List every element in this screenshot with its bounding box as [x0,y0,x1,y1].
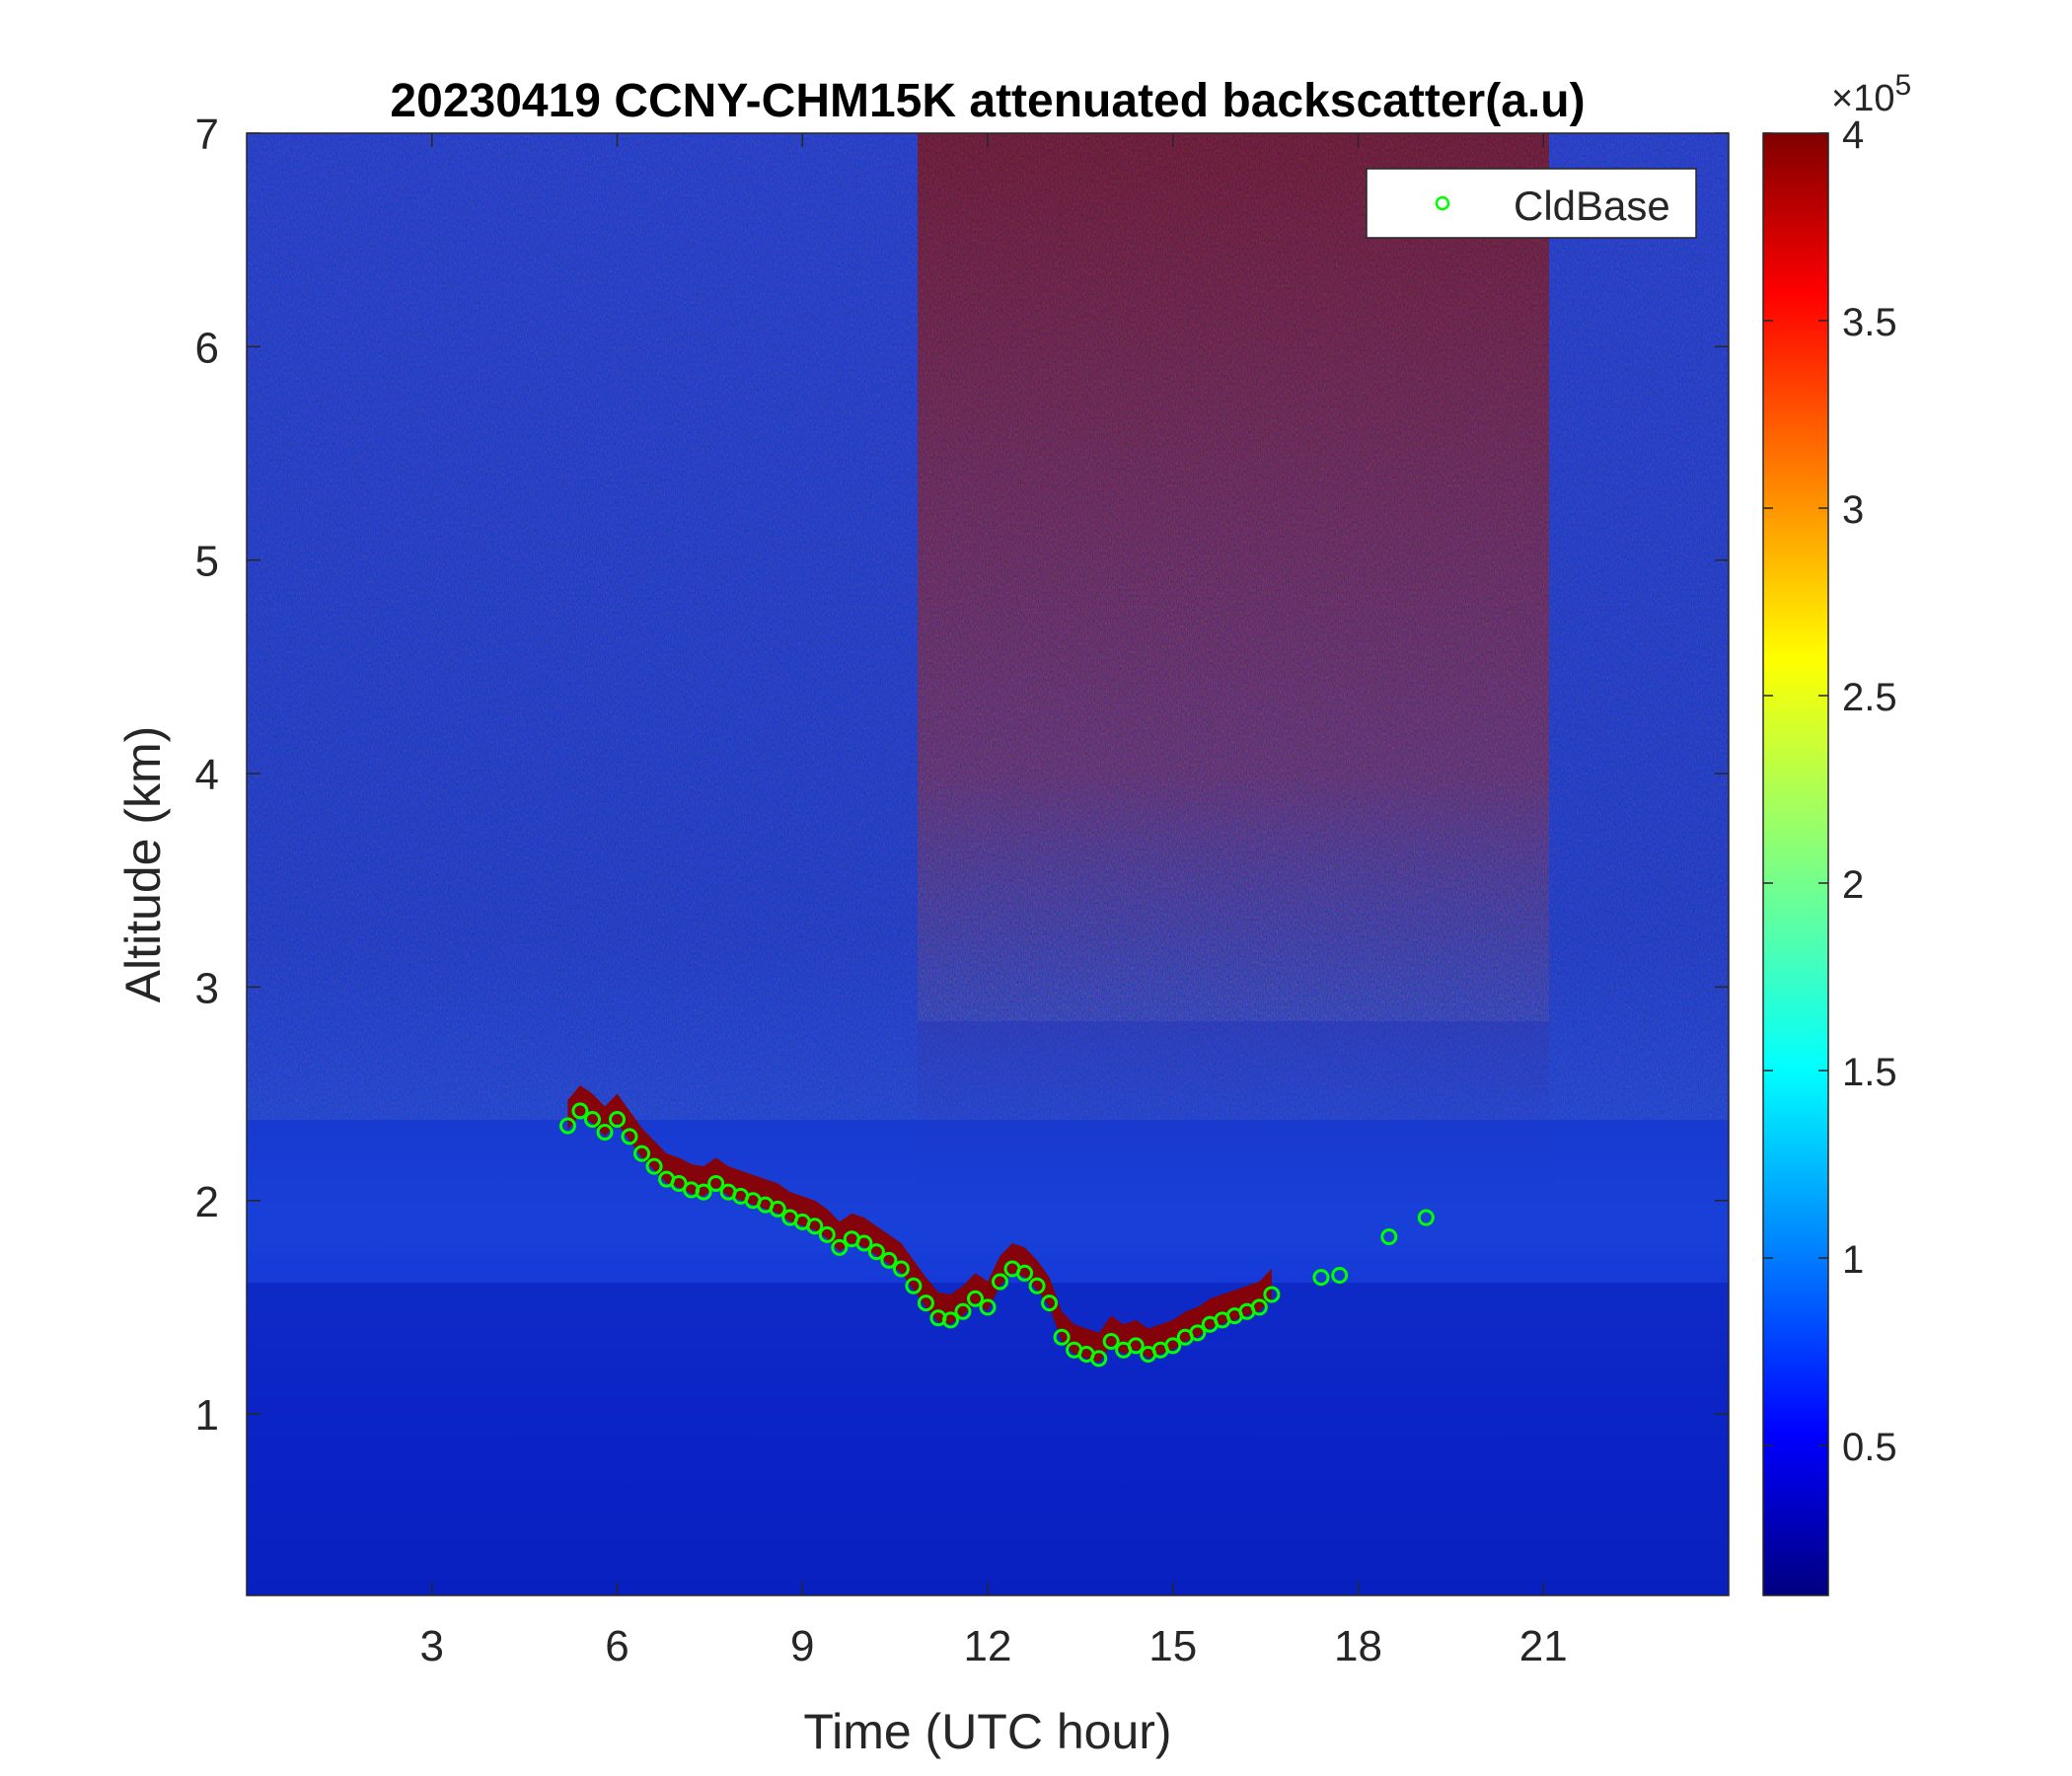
cldbase-point [583,1111,601,1129]
colorbar-frame [1762,132,1829,1596]
y-tick-label: 5 [195,538,219,586]
cldbase-point [769,1200,786,1218]
colorbar-tick-label: 4 [1842,113,1864,157]
legend-label-cldbase: CldBase [1514,183,1670,229]
heatmap-noise-upper [918,133,1549,1021]
x-axis-label: Time (UTC hour) [803,1704,1171,1759]
x-tick-label: 6 [605,1622,629,1670]
cldbase-point [892,1260,910,1278]
cldbase-point [1102,1333,1120,1351]
cldbase-point [880,1251,898,1269]
y-tick-label: 3 [195,964,219,1012]
x-tick-label: 15 [1148,1622,1197,1670]
cldbase-point [1164,1337,1182,1355]
cldbase-point [806,1218,824,1235]
cldbase-point [954,1302,972,1320]
colorbar-exponent: ×105 [1831,69,1911,119]
colorbar-tick-label: 3 [1842,488,1864,532]
colorbar-tick-label: 0.5 [1842,1426,1897,1469]
cldbase-point [1380,1228,1398,1246]
x-tick-label: 12 [964,1622,1012,1670]
colorbar-tick-label: 2.5 [1842,676,1897,719]
cldbase-point [695,1183,712,1201]
y-tick-label: 4 [195,751,219,799]
cldbase-point [1053,1328,1071,1346]
heatmap-low-layer [247,1283,1729,1595]
y-axis-label: Altitude (km) [115,726,171,1003]
cldbase-point [707,1174,725,1192]
cldbase-point [1263,1286,1281,1303]
y-tick-label: 7 [195,111,219,159]
colorbar-exponent-power: 5 [1894,69,1911,102]
legend: CldBase [1366,168,1697,239]
cldbase-point [1016,1264,1034,1282]
x-tick-label: 21 [1519,1622,1568,1670]
colorbar-tick-label: 3.5 [1842,301,1897,344]
chart-title: 20230419 CCNY-CHM15K attenuated backscat… [390,75,1585,127]
cldbase-point [645,1157,663,1175]
y-axis-ticks: 1 2 3 4 5 6 7 [195,111,1729,1440]
cldbase-point [992,1273,1009,1291]
colorbar-tick-label: 1.5 [1842,1051,1897,1094]
y-tick-label: 2 [195,1178,219,1226]
cldbase-point [941,1311,959,1329]
x-axis-ticks: 3 6 9 12 15 18 21 [420,133,1568,1670]
colorbar-tick-label: 2 [1842,863,1864,907]
cldbase-point [633,1145,651,1162]
cloud-base-series [558,1102,1435,1368]
cldbase-point [670,1174,688,1192]
cldbase-point [855,1234,873,1252]
colorbar-exponent-prefix: ×10 [1831,78,1894,119]
cldbase-point [1331,1266,1349,1284]
cldbase-point [558,1117,576,1135]
cldbase-point [905,1277,923,1295]
x-tick-label: 18 [1334,1622,1382,1670]
cldbase-point [1041,1295,1059,1312]
cldbase-point [571,1102,589,1120]
cldbase-point [818,1225,836,1243]
cldbase-point [621,1128,638,1146]
heatmap-area [247,133,1729,1595]
x-tick-label: 3 [420,1622,444,1670]
cldbase-point [1250,1298,1268,1316]
cldbase-point [1417,1209,1435,1226]
colorbar: 0.5 1 1.5 2 2.5 3 3.5 4 ×105 [1762,69,1911,1596]
colorbar-tick-label: 1 [1842,1238,1864,1282]
cldbase-point [831,1238,849,1256]
colorbar-gradient [1763,133,1828,1595]
cldbase-point [1189,1324,1207,1342]
cldbase-point [1312,1269,1330,1287]
cldbase-point [966,1290,984,1307]
cldbase-point [1127,1337,1145,1355]
cldbase-point [917,1295,934,1312]
legend-box [1366,168,1697,239]
y-tick-label: 1 [195,1391,219,1440]
cldbase-point [1028,1277,1046,1295]
cldbase-point [1090,1350,1108,1368]
x-tick-label: 9 [790,1622,814,1670]
y-tick-label: 6 [195,324,219,372]
cldbase-point [979,1298,997,1316]
cldbase-point [609,1111,626,1129]
colorbar-ticks: 0.5 1 1.5 2 2.5 3 3.5 4 [1763,113,1897,1469]
legend-marker-cldbase [1435,195,1450,211]
cldbase-point [596,1124,614,1142]
cldbase-point [867,1243,885,1261]
